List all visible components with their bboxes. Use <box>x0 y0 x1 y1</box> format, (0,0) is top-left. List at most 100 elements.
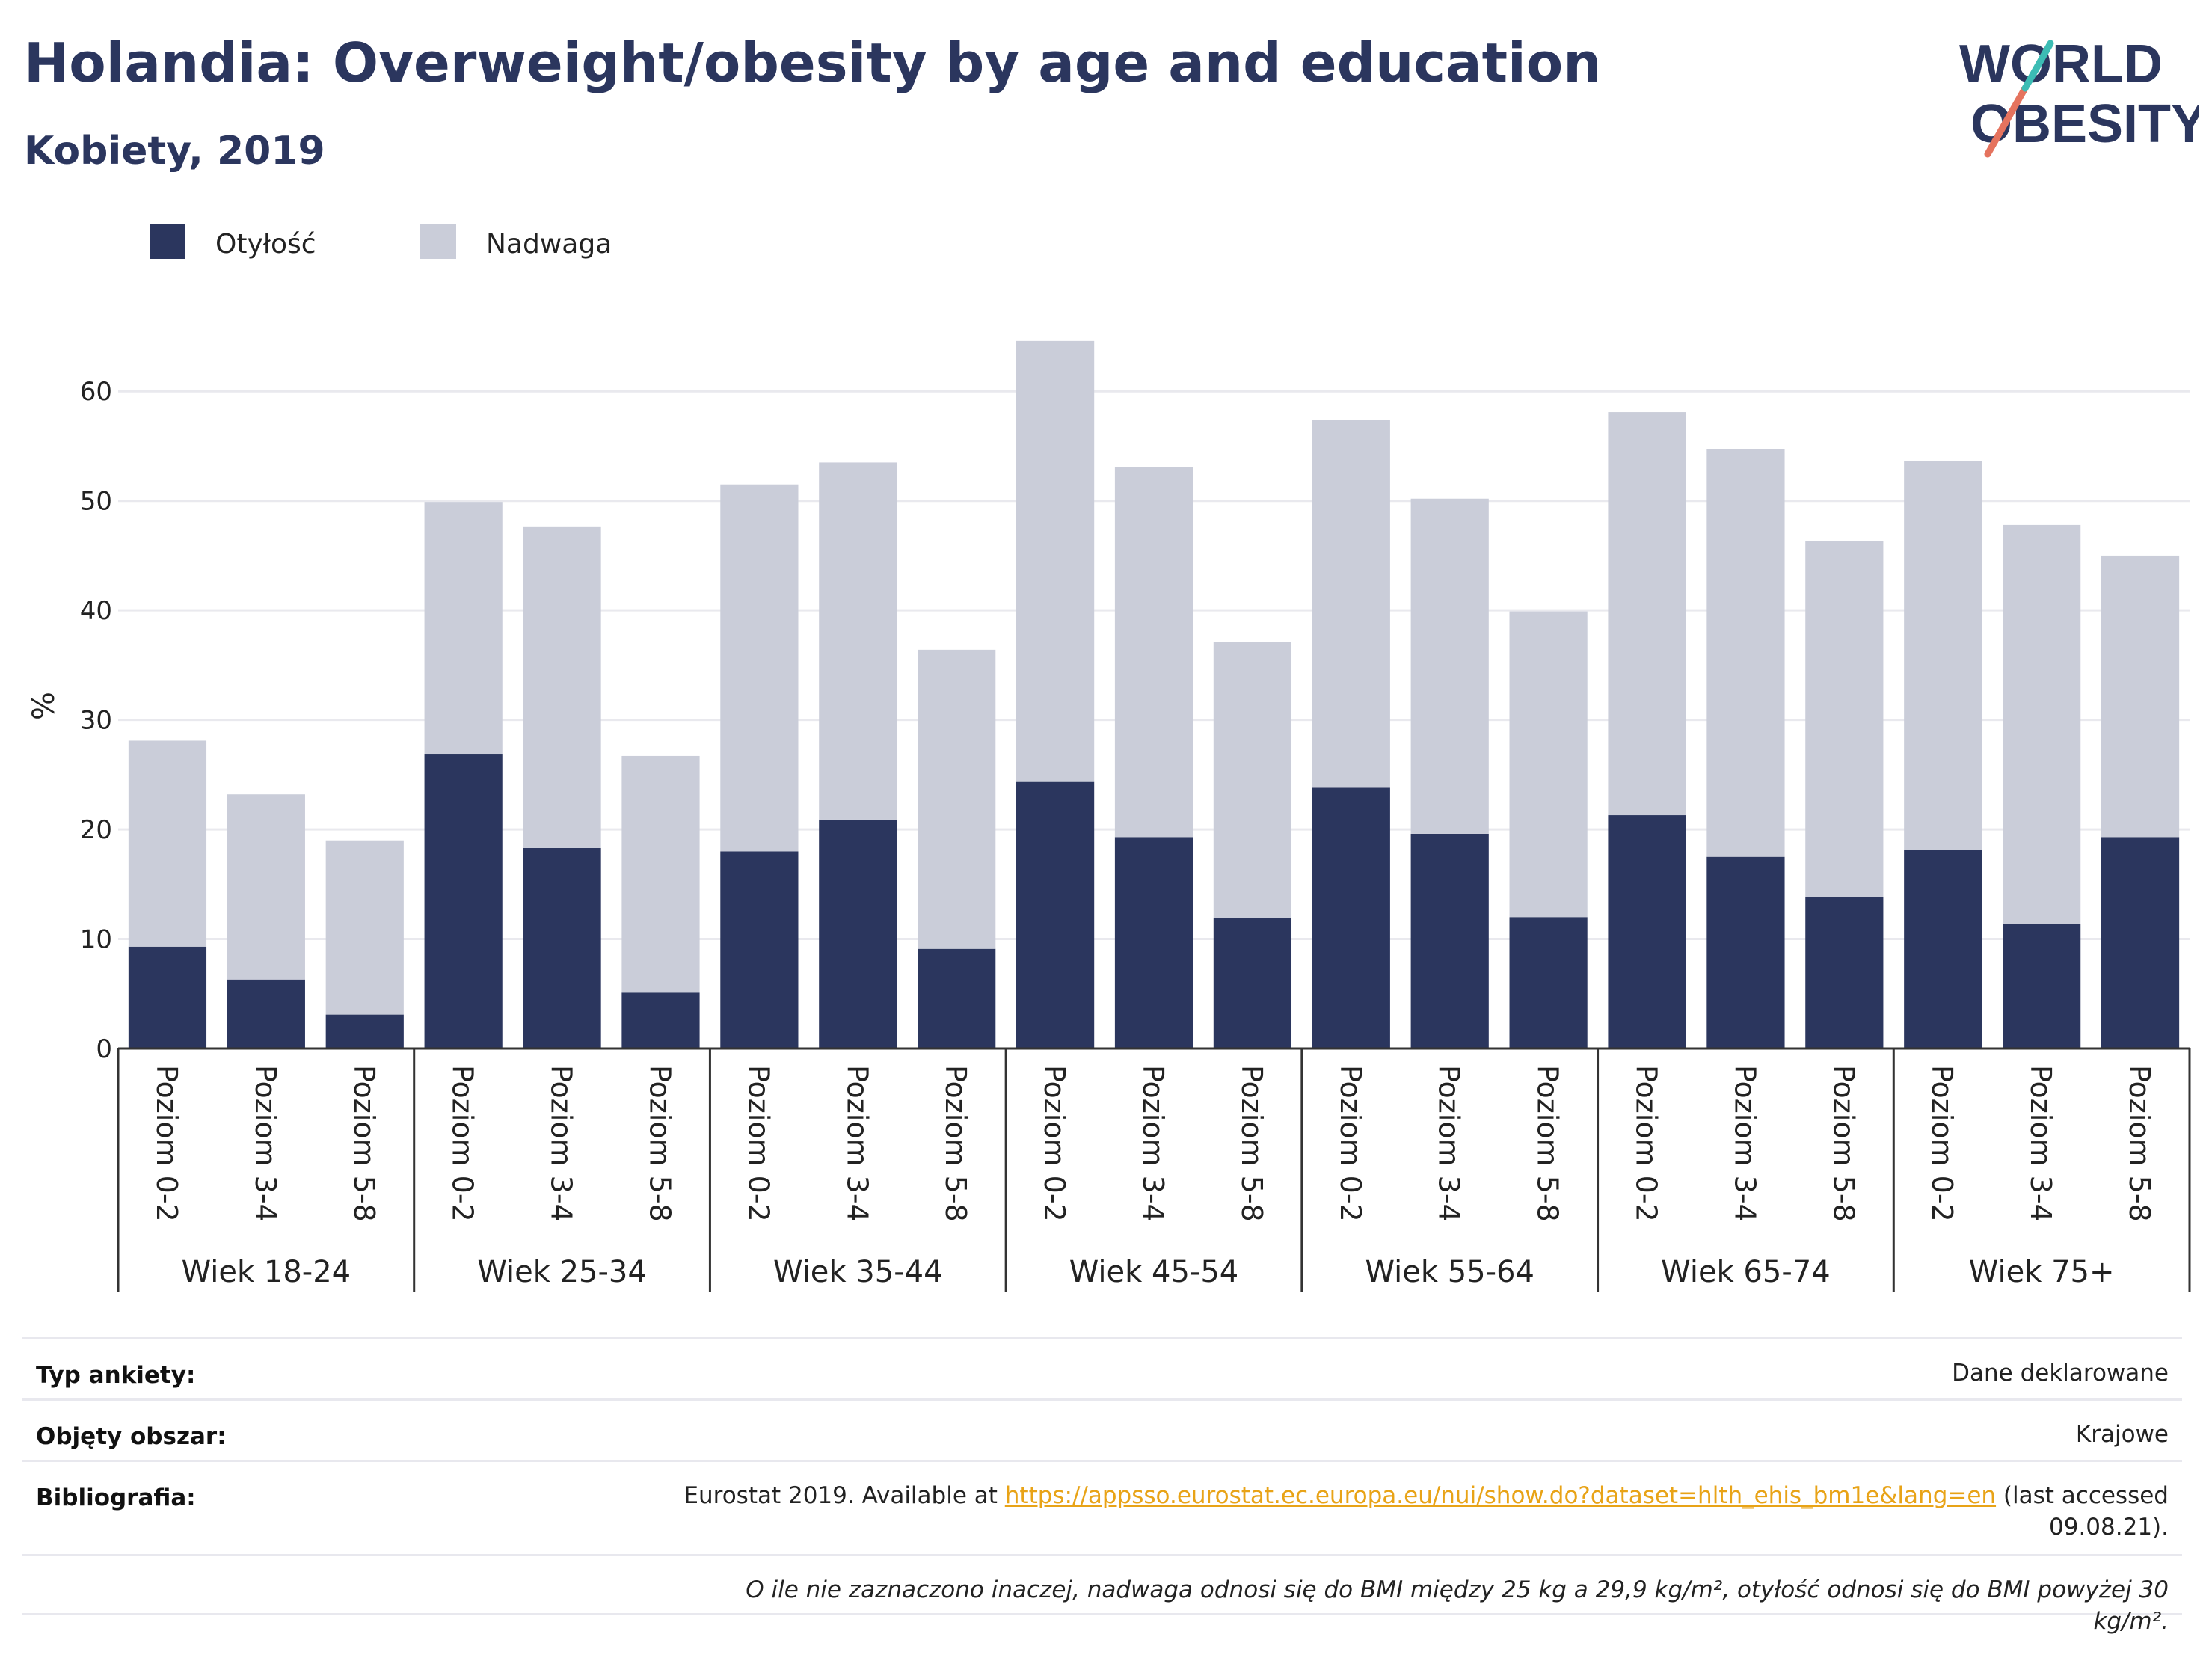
bar-otyłość <box>227 979 305 1048</box>
logo-slash-teal <box>2021 40 2054 92</box>
legend-label-otyłość: Otyłość <box>215 229 316 260</box>
x-tick-label: Poziom 3-4 <box>1433 1065 1466 1222</box>
survey-type-value: Dane deklarowane <box>1952 1360 2169 1387</box>
page-subtitle: Kobiety, 2019 <box>24 129 325 174</box>
bar-nadwaga <box>1312 420 1390 788</box>
bibliography-label: Bibliografia: <box>36 1484 196 1511</box>
bar-nadwaga <box>128 740 207 947</box>
x-tick-label: Poziom 5-8 <box>2123 1065 2156 1222</box>
x-tick-label: Poziom 0-2 <box>150 1065 183 1222</box>
bar-nadwaga <box>918 649 996 949</box>
bar-nadwaga <box>2003 524 2081 924</box>
info-table: Typ ankiety: Dane deklarowane Objęty obs… <box>22 1337 2182 1635</box>
bibliography-prefix: Eurostat 2019. Available at <box>683 1482 1005 1509</box>
x-tick-label: Poziom 3-4 <box>249 1065 282 1222</box>
x-tick-label: Poziom 5-8 <box>1235 1065 1268 1222</box>
x-tick-label: Poziom 0-2 <box>1334 1065 1367 1222</box>
x-tick-label: Poziom 3-4 <box>841 1065 873 1222</box>
bars <box>128 340 2180 1048</box>
x-tick-label: Poziom 3-4 <box>1728 1065 1761 1222</box>
group-label: Wiek 65-74 <box>1661 1255 1831 1289</box>
x-tick-label: Poziom 0-2 <box>742 1065 775 1222</box>
bar-nadwaga <box>1114 467 1193 838</box>
bar-nadwaga <box>1509 611 1588 918</box>
y-tick-label: 20 <box>80 815 112 845</box>
y-tick-label: 30 <box>80 706 112 736</box>
bar-nadwaga <box>720 484 799 852</box>
y-tick-label: 50 <box>80 487 112 517</box>
group-label: Wiek 18-24 <box>182 1255 351 1289</box>
bar-otyłość <box>1706 856 1785 1048</box>
group-label: Wiek 75+ <box>1969 1255 2115 1289</box>
x-tick-label: Poziom 0-2 <box>1630 1065 1663 1222</box>
bar-otyłość <box>1114 837 1193 1048</box>
bibliography-suffix: (last accessed 09.08.21). <box>1996 1482 2169 1541</box>
bar-nadwaga <box>621 755 700 993</box>
bar-otyłość <box>720 851 799 1048</box>
bibliography-value: Eurostat 2019. Available at https://apps… <box>673 1480 2169 1543</box>
info-row-coverage: Objęty obszar: Krajowe <box>22 1398 2182 1460</box>
legend-swatch-otyłość <box>150 224 185 259</box>
logo-slash-coral <box>1984 85 2029 158</box>
bar-nadwaga <box>1016 340 1095 782</box>
bar-nadwaga <box>1608 412 1686 816</box>
bar-otyłość <box>424 754 503 1048</box>
x-tick-label: Poziom 3-4 <box>545 1065 578 1222</box>
survey-type-label: Typ ankiety: <box>36 1362 196 1389</box>
coverage-label: Objęty obszar: <box>36 1423 227 1450</box>
bar-nadwaga <box>325 840 404 1015</box>
bar-nadwaga <box>227 794 305 980</box>
bar-otyłość <box>819 819 897 1048</box>
y-tick-label: 40 <box>80 596 112 626</box>
group-label: Wiek 55-64 <box>1365 1255 1534 1289</box>
bar-nadwaga <box>523 526 601 848</box>
bar-otyłość <box>1213 918 1292 1048</box>
info-row-survey-type: Typ ankiety: Dane deklarowane <box>22 1337 2182 1398</box>
y-tick-label: 10 <box>80 925 112 955</box>
bar-otyłość <box>1410 833 1489 1048</box>
logo-line1: WORLD <box>1959 34 2163 94</box>
bar-nadwaga <box>1213 642 1292 918</box>
x-tick-label: Poziom 5-8 <box>1531 1065 1564 1222</box>
y-tick-label: 60 <box>80 377 112 407</box>
x-labels: Poziom 0-2 Poziom 3-4 Poziom 5-8 Poziom 0-2… <box>117 1048 2191 1292</box>
bar-otyłość <box>1312 787 1390 1048</box>
bar-otyłość <box>2003 924 2081 1048</box>
x-tick-label: Poziom 5-8 <box>939 1065 972 1222</box>
legend-label-nadwaga: Nadwaga <box>486 229 612 260</box>
bar-nadwaga <box>1706 449 1785 857</box>
page-title: Holandia: Overweight/obesity by age and … <box>24 31 1602 94</box>
bar-otyłość <box>2101 837 2180 1048</box>
bar-nadwaga <box>819 462 897 820</box>
legend-swatch-nadwaga <box>420 224 456 259</box>
x-tick-label: Poziom 3-4 <box>2024 1065 2057 1222</box>
group-label: Wiek 35-44 <box>773 1255 943 1289</box>
x-tick-label: Poziom 0-2 <box>1926 1065 1958 1222</box>
stacked-bar-chart: Otyłość Nadwaga 0 10 20 30 40 50 60% Poziom 0-2… <box>27 224 2191 1292</box>
info-row-note: O ile nie zaznaczono inaczej, nadwaga od… <box>22 1554 2182 1635</box>
bar-otyłość <box>128 946 207 1048</box>
bar-nadwaga <box>1904 461 1982 850</box>
bibliography-link[interactable]: https://appsso.eurostat.ec.europa.eu/nui… <box>1004 1482 1997 1509</box>
bar-nadwaga <box>1805 541 1884 897</box>
y-axis-label: % <box>27 692 61 720</box>
bar-nadwaga <box>1410 498 1489 834</box>
x-tick-label: Poziom 5-8 <box>348 1065 381 1222</box>
bar-nadwaga <box>424 502 503 755</box>
coverage-value: Krajowe <box>2075 1421 2169 1448</box>
bar-otyłość <box>918 948 996 1048</box>
bar-otyłość <box>1805 897 1884 1048</box>
x-tick-label: Poziom 5-8 <box>643 1065 676 1222</box>
bar-otyłość <box>1904 850 1982 1048</box>
world-obesity-logo: WORLD OBESITY <box>1959 34 2199 158</box>
axes: 0 10 20 30 40 50 60% <box>27 377 2190 1064</box>
bar-otyłość <box>325 1014 404 1048</box>
bar-otyłość <box>621 992 700 1048</box>
bar-otyłość <box>1016 781 1095 1048</box>
x-tick-label: Poziom 3-4 <box>1137 1065 1170 1222</box>
bar-otyłość <box>1509 917 1588 1048</box>
bar-nadwaga <box>2101 555 2180 838</box>
info-row-bibliography: Bibliografia: Eurostat 2019. Available a… <box>22 1460 2182 1554</box>
bar-otyłość <box>1608 815 1686 1048</box>
